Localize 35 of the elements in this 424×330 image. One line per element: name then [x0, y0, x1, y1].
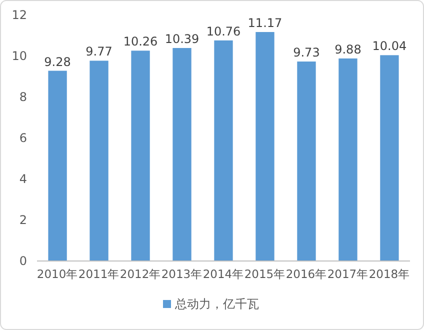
- y-tick-label: 0: [19, 254, 27, 268]
- x-tick-label: 2010年: [36, 267, 78, 281]
- data-label: 9.88: [334, 42, 362, 56]
- bar: [172, 48, 192, 261]
- data-label: 10.76: [206, 24, 241, 38]
- bar: [131, 50, 150, 261]
- legend-label: 总动力，亿千瓦: [174, 297, 259, 311]
- data-label: 9.28: [44, 54, 71, 69]
- x-tick-label: 2012年: [120, 267, 162, 281]
- x-tick-label: 2015年: [244, 267, 286, 281]
- x-tick-label: 2011年: [78, 267, 120, 281]
- y-tick-label: 2: [19, 213, 27, 227]
- data-label: 10.26: [123, 34, 158, 49]
- y-tick-label: 8: [19, 90, 27, 104]
- bar: [256, 32, 274, 261]
- y-tick-label: 10: [12, 49, 27, 63]
- x-tick-label: 2014年: [202, 267, 244, 281]
- data-label: 10.39: [164, 32, 200, 46]
- y-tick-label: 4: [19, 172, 27, 186]
- y-tick-label: 6: [19, 131, 27, 145]
- data-label: 11.17: [248, 16, 282, 30]
- bar: [338, 58, 358, 261]
- y-tick-label: 12: [12, 8, 27, 22]
- bar: [380, 55, 399, 261]
- data-label: 10.04: [372, 39, 407, 54]
- data-label: 9.77: [86, 44, 112, 59]
- x-tick-label: 2013年: [161, 267, 203, 281]
- bar: [214, 40, 233, 261]
- x-tick-label: 2017年: [327, 267, 369, 281]
- bar: [48, 70, 67, 261]
- bar: [297, 62, 316, 261]
- x-tick-label: 2016年: [286, 267, 328, 281]
- x-tick-label: 2018年: [368, 267, 410, 281]
- data-label: 9.73: [293, 46, 320, 60]
- bar: [90, 60, 108, 261]
